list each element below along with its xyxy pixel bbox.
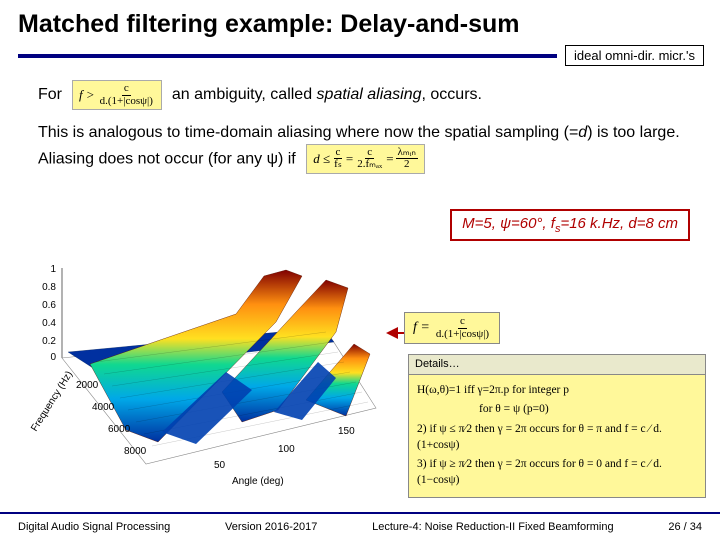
f2-frac1: cfₛ: [332, 147, 344, 171]
beampattern-3d-plot: 1 0.8 0.6 0.4 0.2 0: [26, 252, 382, 490]
footer-page: 26 / 34: [668, 521, 702, 533]
f2-d2: 2.fₘₐₓ: [355, 159, 384, 171]
para-part-c: Aliasing does not occur (for any ψ) if: [38, 150, 296, 167]
angle-axis-label: Angle (deg): [232, 476, 284, 487]
ytick-2: 0.6: [42, 300, 56, 311]
f2-d3: 2: [402, 159, 412, 171]
f2-frac2: c2.fₘₐₓ: [355, 147, 384, 171]
text-for: For: [38, 86, 62, 104]
title-area: Matched filtering example: Delay-and-sum: [0, 0, 720, 43]
parameter-box: M=5, ψ=60°, fs=16 k.Hz, d=8 cm: [450, 209, 690, 241]
formula-frac: c d.(1+|cosψ|): [98, 83, 155, 107]
surface: [68, 270, 370, 446]
formula-lhs: f >: [79, 87, 95, 103]
ftick-3: 8000: [124, 446, 147, 457]
params-right: =16 k.Hz, d=8 cm: [560, 215, 678, 232]
para-d: d: [578, 124, 587, 141]
text-c: , occurs.: [422, 86, 482, 103]
callout-lhs: f =: [413, 320, 430, 336]
rule-row: ideal omni-dir. micr.'s: [0, 45, 720, 66]
details-row-1a: H(ω,θ)=1 iff γ=2π.p for integer p: [417, 382, 697, 398]
atick-0: 50: [214, 460, 226, 471]
formula-no-alias: d ≤ cfₛ = c2.fₘₐₓ = λₘᵢₙ2: [306, 144, 425, 174]
callout-den: d.(1+|cosψ|): [434, 329, 491, 341]
callout-formula: f = c d.(1+|cosψ|): [404, 312, 500, 344]
slide-title: Matched filtering example: Delay-and-sum: [18, 10, 702, 39]
params-left: M=5, ψ=60°, f: [462, 215, 555, 232]
ftick-1: 4000: [92, 402, 115, 413]
formula-threshold: f > c d.(1+|cosψ|): [72, 80, 162, 110]
ytick-1: 0.8: [42, 282, 56, 293]
f2-eq1: =: [346, 150, 353, 168]
callout-frac: c d.(1+|cosψ|): [434, 316, 491, 340]
frac-num: c: [122, 83, 131, 96]
text-ambiguity: an ambiguity, called spatial aliasing, o…: [172, 86, 482, 104]
ytick-3: 0.4: [42, 318, 56, 329]
atick-2: 150: [338, 426, 355, 437]
details-row-2: 2) if ψ ≤ π⁄2 then γ = 2π occurs for θ =…: [417, 421, 697, 453]
horizontal-rule: [18, 54, 557, 58]
slide: Matched filtering example: Delay-and-sum…: [0, 0, 720, 540]
details-row-3: 3) if ψ ≥ π⁄2 then γ = 2π occurs for θ =…: [417, 456, 697, 488]
freq-axis-label: Frequency (Hz): [29, 369, 75, 433]
details-row-1b: for θ = ψ (p=0): [417, 401, 697, 417]
ftick-0: 2000: [76, 380, 99, 391]
ytick-0: 1: [50, 264, 56, 275]
f2-lhs: d ≤: [313, 150, 330, 168]
ftick-2: 6000: [108, 424, 131, 435]
footer-mid: Version 2016-2017: [225, 521, 317, 533]
ytick-4: 0.2: [42, 336, 56, 347]
ytick-5: 0: [50, 352, 56, 363]
line-ambiguity: For f > c d.(1+|cosψ|) an ambiguity, cal…: [38, 80, 692, 110]
angle-axis: 50 100 150 Angle (deg): [214, 426, 355, 487]
content-area: For f > c d.(1+|cosψ|) an ambiguity, cal…: [0, 66, 720, 512]
paragraph-aliasing: This is analogous to time-domain aliasin…: [38, 122, 692, 174]
details-box: Details… H(ω,θ)=1 iff γ=2π.p for integer…: [408, 354, 706, 498]
y-axis: 1 0.8 0.6 0.4 0.2 0: [42, 264, 62, 363]
f2-eq2: =: [386, 150, 393, 168]
para-part-a: This is analogous to time-domain aliasin…: [38, 124, 578, 141]
text-b: spatial aliasing: [317, 86, 422, 103]
para-part-b: ) is too large.: [587, 124, 679, 141]
atick-1: 100: [278, 444, 295, 455]
footer: Digital Audio Signal Processing Version …: [0, 512, 720, 540]
callout-num: c: [458, 316, 467, 329]
f2-d1: fₛ: [332, 159, 344, 171]
details-body: H(ω,θ)=1 iff γ=2π.p for integer p for θ …: [409, 375, 705, 497]
frac-den: d.(1+|cosψ|): [98, 96, 155, 108]
details-header: Details…: [409, 355, 705, 375]
assumption-badge: ideal omni-dir. micr.'s: [565, 45, 704, 66]
footer-left: Digital Audio Signal Processing: [18, 521, 170, 533]
f2-frac3: λₘᵢₙ2: [396, 147, 418, 171]
footer-right: Lecture-4: Noise Reduction-II Fixed Beam…: [372, 521, 614, 533]
text-a: an ambiguity, called: [172, 86, 317, 103]
